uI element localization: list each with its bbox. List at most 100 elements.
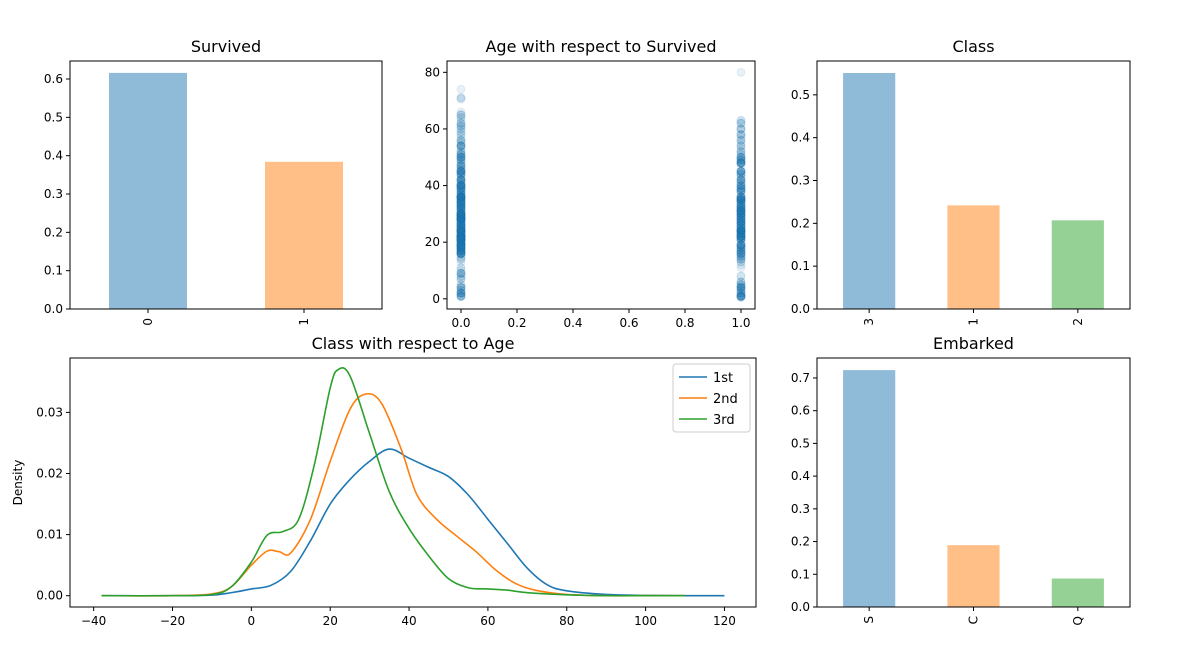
bar-Q [1051,578,1104,607]
point-survived-1 [736,158,746,168]
point-survived-1 [736,195,746,205]
point-survived-0 [456,141,466,151]
point-survived-1 [736,254,746,264]
point-survived-0 [456,189,466,199]
point-survived-1 [736,192,746,202]
point-survived-0 [456,271,466,281]
point-survived-1 [736,243,746,253]
point-survived-0 [456,94,466,104]
point-survived-1 [736,138,746,148]
point-survived-0 [456,217,466,227]
point-survived-0 [456,175,466,185]
point-survived-1 [736,155,746,165]
point-survived-0 [456,175,466,185]
point-survived-0 [456,212,466,222]
point-survived-0 [456,249,466,259]
point-survived-0 [456,246,466,256]
point-survived-0 [456,166,466,176]
point-survived-1 [736,161,746,171]
point-survived-0 [456,234,466,244]
point-survived-1 [736,226,746,236]
point-survived-1 [736,203,746,213]
point-survived-1 [736,292,746,302]
point-survived-1 [736,240,746,250]
point-survived-0 [456,181,466,191]
point-survived-0 [456,226,466,236]
point-survived-0 [456,152,466,162]
point-survived-1 [736,280,746,290]
point-survived-1 [736,234,746,244]
point-survived-1 [736,206,746,216]
point-survived-0 [456,181,466,191]
point-survived-1 [736,282,746,292]
point-survived-1 [736,192,746,202]
x-tick-label: 60 [480,614,495,628]
point-survived-0 [456,198,466,208]
point-survived-1 [736,203,746,213]
point-survived-0 [456,246,466,256]
point-survived-0 [456,263,466,273]
point-survived-1 [736,195,746,205]
point-survived-0 [456,155,466,165]
point-survived-0 [456,209,466,219]
point-survived-0 [456,118,466,128]
point-survived-0 [456,220,466,230]
point-survived-1 [736,152,746,162]
point-survived-0 [456,195,466,205]
bar-C [947,545,1000,607]
point-survived-1 [736,132,746,142]
point-survived-0 [456,198,466,208]
point-survived-0 [456,282,466,292]
point-survived-1 [736,215,746,225]
point-survived-1 [736,200,746,210]
point-survived-0 [456,243,466,253]
point-survived-1 [736,215,746,225]
bar-1 [947,205,1000,309]
point-survived-1 [736,158,746,168]
point-survived-0 [456,192,466,202]
point-survived-0 [456,232,466,242]
point-survived-1 [736,220,746,230]
point-survived-1 [736,249,746,259]
point-survived-1 [736,223,746,233]
point-survived-1 [736,243,746,253]
point-survived-0 [456,161,466,171]
point-survived-1 [736,217,746,227]
point-survived-0 [456,172,466,182]
point-survived-1 [736,124,746,134]
point-survived-1 [736,212,746,222]
point-survived-1 [736,232,746,242]
point-survived-1 [736,118,746,128]
point-survived-0 [456,209,466,219]
point-survived-1 [736,124,746,134]
point-survived-0 [456,107,466,117]
point-survived-0 [456,155,466,165]
point-survived-1 [736,212,746,222]
point-survived-0 [456,132,466,142]
point-survived-1 [736,212,746,222]
point-survived-0 [456,282,466,292]
point-survived-1 [736,67,746,77]
point-survived-1 [736,206,746,216]
point-survived-0 [456,166,466,176]
point-survived-0 [456,236,466,246]
point-survived-0 [456,220,466,230]
point-survived-0 [456,249,466,259]
point-survived-1 [736,158,746,168]
point-survived-0 [456,237,466,247]
point-survived-0 [456,240,466,250]
point-survived-1 [736,282,746,292]
point-survived-0 [456,240,466,250]
point-survived-0 [456,190,466,200]
point-survived-0 [456,203,466,213]
point-survived-1 [736,183,746,193]
point-survived-1 [736,292,746,302]
point-survived-0 [456,113,466,123]
point-survived-0 [456,240,466,250]
point-survived-1 [736,249,746,259]
point-survived-0 [456,232,466,242]
point-survived-0 [456,178,466,188]
point-survived-1 [736,277,746,287]
x-tick-label: C [967,616,981,624]
x-tick-label: 120 [713,614,736,628]
